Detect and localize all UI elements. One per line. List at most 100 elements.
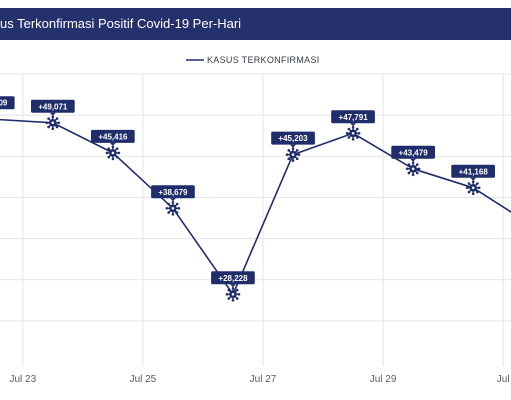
x-axis-ticks: Jul 23 Jul 25 Jul 27 Jul 29 Jul — [9, 374, 509, 385]
virus-spike-tip — [55, 125, 59, 129]
data-label: +41,168 — [451, 164, 495, 181]
virus-spike-tip — [351, 138, 355, 141]
virus-spike-tip — [356, 136, 359, 139]
virus-spike-tip — [345, 132, 349, 135]
data-label-pointer — [169, 198, 176, 202]
virus-spike-tip — [45, 121, 49, 125]
virus-spike-tip — [51, 127, 55, 131]
series-line-path — [0, 118, 511, 296]
grid-lines — [0, 73, 511, 366]
virus-spike-tip — [407, 163, 411, 166]
data-label-text: +47,791 — [339, 113, 369, 122]
virus-spike-tip — [287, 157, 291, 161]
virus-core-dot — [471, 186, 475, 190]
virus-spike-tip — [55, 117, 59, 120]
virus-spike-tip — [231, 287, 235, 290]
data-label-pointer — [230, 284, 236, 288]
data-label: +47,791 — [331, 110, 375, 127]
data-label: +49,071 — [31, 99, 75, 116]
virus-spike-tip — [227, 288, 231, 292]
data-label-text: +45,203 — [278, 134, 308, 143]
data-label-text: +49,509 — [0, 99, 8, 108]
virus-core-dot — [351, 132, 355, 135]
virus-spike-tip — [167, 202, 170, 206]
line-chart: KASUS TERKONFIRMASI Jul 23 Jul 25 Jul 27 Ju… — [0, 55, 511, 385]
virus-spike-tip — [477, 186, 481, 190]
virus-icon — [465, 180, 481, 196]
data-label-box — [331, 110, 375, 124]
virus-spike-tip — [411, 161, 415, 165]
virus-spike-tip — [235, 297, 239, 300]
virus-icon — [405, 161, 421, 177]
virus-spike-tip — [416, 163, 419, 166]
virus-icon — [285, 147, 301, 162]
virus-spike-tip — [115, 147, 119, 150]
virus-spike-tip — [115, 155, 119, 159]
virus-core-dot — [291, 153, 295, 156]
chart-title: us Terkonfirmasi Positif Covid-19 Per-Ha… — [0, 16, 242, 31]
series-line — [0, 118, 511, 296]
virus-spike-tip — [467, 182, 471, 185]
virus-spike-tip — [295, 149, 299, 152]
virus-spike-tip — [416, 171, 419, 175]
virus-spike-tip — [467, 190, 471, 194]
x-tick-label: Jul 29 — [370, 374, 397, 385]
data-label-pointer — [470, 177, 477, 181]
virus-spike-tip — [57, 121, 61, 125]
virus-spike-tip — [465, 186, 469, 190]
virus-spike-tip — [107, 147, 110, 150]
data-label-box — [91, 129, 135, 143]
virus-icon — [45, 115, 61, 131]
data-label-text: +43,479 — [399, 148, 429, 157]
virus-core-dot — [171, 207, 175, 210]
virus-core-dot — [231, 293, 235, 296]
legend-label: KASUS TERKONFIRMASI — [207, 55, 320, 65]
data-label-pointer — [290, 144, 296, 148]
virus-spike-tip — [411, 173, 415, 177]
data-label-box — [271, 131, 315, 145]
data-label: +45,416 — [91, 129, 135, 146]
virus-spike-tip — [291, 159, 295, 162]
virus-spike-tip — [227, 297, 231, 300]
data-label-box — [451, 164, 495, 178]
virus-spike-tip — [117, 151, 121, 155]
legend: KASUS TERKONFIRMASI — [186, 55, 320, 65]
virus-core-dot — [411, 167, 415, 171]
data-label: +43,479 — [391, 145, 435, 162]
virus-core-dot — [111, 151, 115, 155]
data-label: +28,228 — [211, 271, 255, 288]
virus-spike-tip — [356, 127, 359, 131]
virus-spike-tip — [171, 201, 175, 204]
virus-spike-tip — [291, 147, 295, 150]
virus-spike-tip — [297, 153, 301, 156]
data-label: +38,679 — [151, 185, 195, 202]
virus-spike-tip — [347, 136, 351, 139]
virus-spike-tip — [167, 211, 170, 214]
data-label: +49,509 — [0, 96, 15, 110]
virus-spike-tip — [165, 207, 169, 210]
virus-core-dot — [51, 121, 55, 125]
virus-spike-tip — [295, 157, 299, 161]
virus-spike-tip — [471, 192, 475, 196]
virus-spike-tip — [405, 167, 409, 171]
virus-spike-tip — [105, 151, 109, 155]
virus-spike-tip — [225, 293, 229, 296]
virus-spike-tip — [235, 288, 239, 292]
virus-icon — [165, 201, 181, 216]
virus-icon — [105, 145, 121, 161]
virus-spike-tip — [351, 126, 355, 129]
virus-spike-tip — [285, 153, 289, 156]
virus-icon — [225, 287, 241, 302]
data-label-box — [151, 185, 195, 199]
virus-spike-tip — [237, 293, 241, 296]
virus-spike-tip — [407, 171, 411, 175]
x-tick-label: Jul 27 — [250, 374, 277, 385]
data-label-pointer — [49, 112, 56, 116]
data-label-box — [0, 96, 15, 110]
virus-spike-tip — [476, 182, 479, 185]
virus-spike-tip — [287, 149, 291, 152]
virus-spike-tip — [171, 213, 175, 216]
virus-spike-tip — [471, 180, 475, 184]
data-label-box — [31, 99, 75, 113]
data-label-text: +38,679 — [158, 188, 188, 197]
